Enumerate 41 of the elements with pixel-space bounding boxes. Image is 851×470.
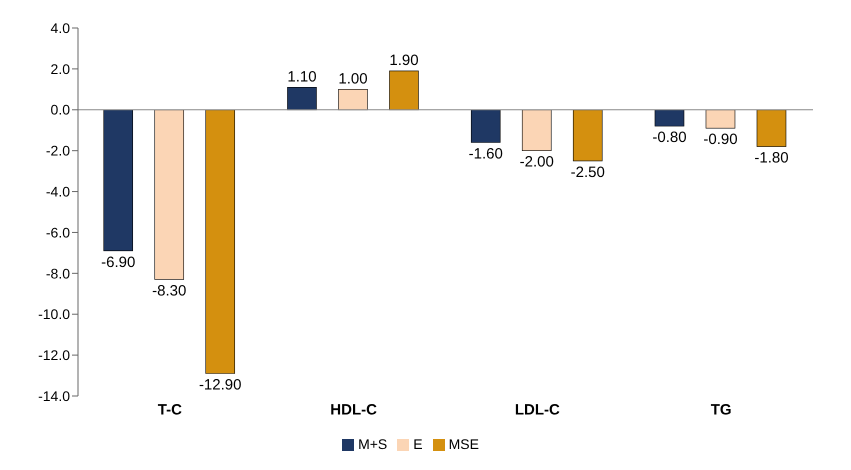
y-tick-label: -8.0 xyxy=(46,265,70,282)
data-label: -2.00 xyxy=(520,154,554,171)
data-label: -12.90 xyxy=(198,376,242,394)
bar xyxy=(654,109,684,126)
data-label: -6.90 xyxy=(101,254,136,271)
data-label: -0.80 xyxy=(652,129,687,146)
x-tick-label: LDL-C xyxy=(514,402,560,419)
bar xyxy=(338,89,368,110)
y-tick-label: -6.0 xyxy=(46,224,70,240)
bar xyxy=(522,109,552,151)
y-tick-label: -12.0 xyxy=(38,347,70,364)
legend-label: MSE xyxy=(448,436,479,452)
data-label: 1.90 xyxy=(389,52,419,69)
data-label: 1.00 xyxy=(338,70,368,88)
y-tick-label: -2.0 xyxy=(46,142,70,159)
legend-label: E xyxy=(413,436,423,452)
bar xyxy=(205,109,236,374)
y-tick-label: 4.0 xyxy=(50,20,70,36)
data-label: -0.90 xyxy=(703,131,738,148)
x-tick-label: HDL-C xyxy=(330,402,378,419)
x-tick-label: T-C xyxy=(158,402,182,419)
bar xyxy=(756,109,786,147)
y-tick-label: 2.0 xyxy=(50,60,70,77)
bar xyxy=(154,109,184,280)
data-label: 1.10 xyxy=(287,68,317,86)
bar xyxy=(287,86,317,110)
y-tick-label: -10.0 xyxy=(38,306,70,322)
bar xyxy=(103,109,134,252)
data-label: -2.50 xyxy=(570,164,605,181)
data-label: -8.30 xyxy=(152,282,186,300)
bar xyxy=(470,109,501,143)
y-tick-label: -4.0 xyxy=(46,184,70,200)
y-tick-label: 0.0 xyxy=(50,102,70,118)
bar xyxy=(572,109,603,162)
bar xyxy=(706,109,736,128)
bar xyxy=(389,70,419,110)
x-tick-label: TG xyxy=(710,402,732,419)
y-tick-label: -14.0 xyxy=(38,388,70,404)
data-label: -1.60 xyxy=(468,145,503,162)
legend-label: M+S xyxy=(358,436,388,452)
data-label: -1.80 xyxy=(754,150,789,167)
